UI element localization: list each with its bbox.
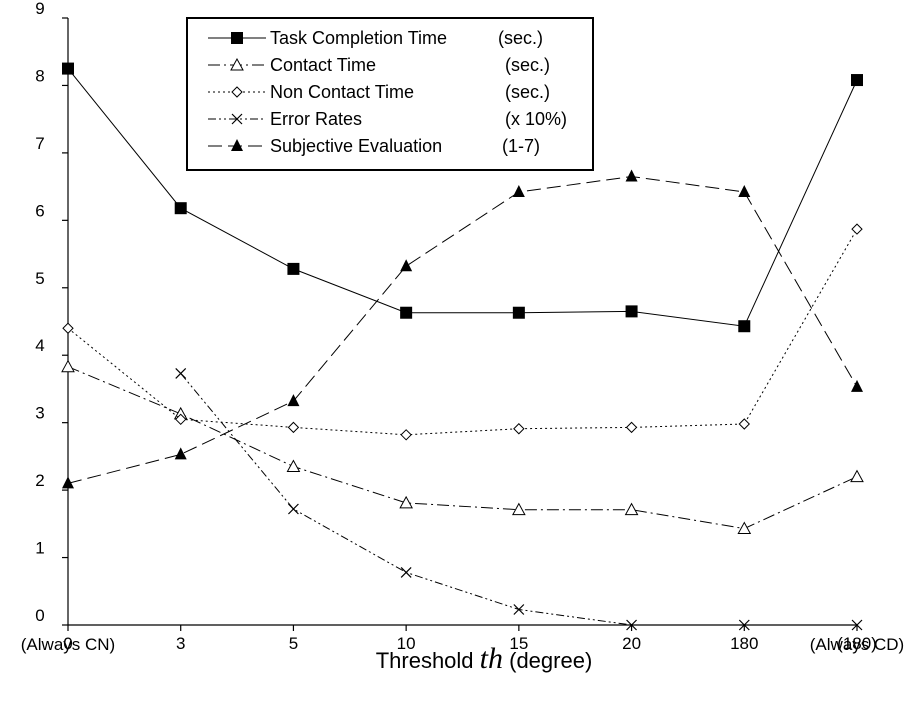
legend-label: Non Contact Time — [270, 82, 414, 102]
y-tick-label: 6 — [35, 201, 44, 220]
data-point — [400, 259, 413, 272]
x-axis-title-suffix: (degree) — [503, 648, 592, 673]
data-point — [512, 502, 526, 516]
y-tick-label: 0 — [35, 606, 44, 625]
data-point — [61, 359, 75, 373]
data-point — [231, 113, 243, 125]
x-tick-label: 3 — [176, 634, 185, 653]
data-point — [512, 306, 525, 319]
legend-item: Subjective Evaluation (1-7) — [208, 136, 540, 156]
data-point — [737, 521, 752, 535]
data-point — [512, 185, 525, 198]
legend-item: Contact Time (sec.) — [208, 55, 550, 75]
data-point — [175, 368, 187, 379]
data-point — [851, 74, 863, 87]
data-point — [174, 447, 187, 460]
series-line — [67, 366, 858, 530]
series-line — [67, 228, 858, 436]
data-point — [738, 320, 751, 333]
legend-unit: (x 10%) — [505, 109, 567, 129]
legend-box — [186, 17, 594, 171]
legend-label: Task Completion Time — [270, 28, 447, 48]
x-tick-label: (180) — [837, 634, 877, 653]
x-tick-label: 10 — [397, 634, 416, 653]
legend-unit: (sec.) — [505, 55, 550, 75]
data-point — [287, 421, 300, 434]
data-point — [400, 429, 412, 441]
x-tick-label: 180 — [730, 634, 758, 653]
legend: Task Completion Time (sec.) Contact Time (s… — [186, 17, 594, 171]
legend-label: Error Rates — [270, 109, 362, 129]
x-tick-label: 15 — [509, 634, 528, 653]
y-tick-label: 7 — [35, 134, 44, 153]
series-line — [67, 68, 858, 327]
data-point — [400, 566, 412, 578]
data-point — [851, 379, 863, 392]
x-tick-label: 0 — [63, 634, 72, 653]
data-point — [231, 139, 243, 151]
y-tick-label: 4 — [35, 336, 44, 355]
data-point — [288, 503, 299, 515]
legend-item: Error Rates (x 10%) — [208, 109, 567, 129]
x-axis-title-prefix: Threshold — [376, 648, 480, 673]
data-point — [738, 619, 750, 631]
data-point — [231, 86, 243, 98]
data-point — [738, 185, 751, 198]
x-tick-label: 5 — [289, 634, 298, 653]
data-point — [286, 459, 301, 473]
data-point — [625, 169, 638, 182]
y-tick-label: 5 — [35, 269, 44, 288]
y-tick-label: 9 — [35, 0, 44, 18]
axes: 0 1 2 3 4 5 6 7 8 9 0 3 5 10 15 20 180 (180) — [35, 0, 877, 653]
series-subjective-evaluation — [62, 169, 863, 489]
data-point — [287, 394, 300, 407]
data-point — [851, 223, 863, 235]
data-point — [513, 423, 525, 435]
data-point — [513, 604, 525, 615]
data-point — [624, 502, 639, 516]
legend-item: Task Completion Time (sec.) — [208, 28, 543, 48]
x-tick-label: 20 — [622, 634, 641, 653]
y-tick-label: 2 — [35, 471, 44, 490]
legend-unit: (1-7) — [502, 136, 540, 156]
data-point — [625, 421, 638, 434]
data-point — [174, 202, 187, 215]
legend-unit: (sec.) — [498, 28, 543, 48]
series-line — [67, 175, 858, 484]
data-point — [175, 413, 187, 426]
data-point — [626, 619, 637, 631]
legend-label: Subjective Evaluation — [270, 136, 442, 156]
data-point — [230, 57, 244, 71]
legend-label: Contact Time — [270, 55, 376, 75]
data-point — [400, 306, 413, 319]
data-point — [62, 322, 74, 334]
x-note-last: (Always CD) — [810, 635, 904, 654]
series-layer — [61, 62, 864, 631]
series-error-rates — [175, 368, 863, 631]
data-point — [231, 32, 243, 44]
data-point — [287, 262, 300, 275]
y-tick-label: 1 — [35, 539, 44, 558]
data-point — [62, 62, 74, 75]
data-point — [738, 418, 750, 430]
data-point — [62, 476, 74, 489]
series-contact-time — [61, 359, 864, 535]
y-tick-label: 8 — [35, 66, 44, 85]
series-line — [180, 373, 857, 626]
x-axis-title: Threshold th (degree) — [376, 642, 593, 675]
legend-unit: (sec.) — [505, 82, 550, 102]
data-point — [399, 495, 413, 509]
y-tick-label: 3 — [35, 404, 44, 423]
data-point — [625, 305, 638, 318]
data-point — [850, 469, 864, 483]
series-task-completion-time — [62, 62, 863, 333]
x-axis-title-variable: th — [480, 642, 503, 675]
x-note-first: (Always CN) — [21, 635, 115, 654]
series-non-contact-time — [62, 223, 863, 441]
legend-item: Non Contact Time (sec.) — [208, 82, 550, 102]
data-point — [851, 619, 863, 631]
